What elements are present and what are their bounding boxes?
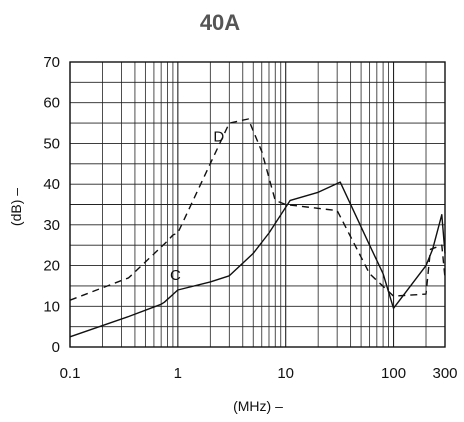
- y-tick-label: 70: [43, 54, 60, 71]
- series-line-D: [69, 118, 446, 301]
- series-label-C: C: [170, 267, 181, 284]
- chart-title: 40A: [200, 10, 240, 35]
- series-labels: CD: [170, 128, 224, 283]
- series-line-C: [69, 181, 446, 338]
- x-tick-label: 0.1: [60, 365, 81, 382]
- y-tick-label: 60: [43, 95, 60, 112]
- x-tick-label: 10: [277, 365, 294, 382]
- y-tick-label: 20: [43, 258, 60, 275]
- y-axis-label: (dB) –: [8, 188, 24, 226]
- x-tick-label: 300: [432, 365, 457, 382]
- y-tick-labels: 0 10 20 30 40 50 60 70: [43, 54, 60, 356]
- x-tick-label: 1: [174, 365, 182, 382]
- x-tick-label: 100: [381, 365, 406, 382]
- x-axis-label: (MHz) –: [233, 398, 283, 414]
- grid: [69, 61, 446, 348]
- y-tick-label: 50: [43, 135, 60, 152]
- y-tick-label: 0: [52, 339, 60, 356]
- series-label-D: D: [213, 128, 224, 145]
- x-tick-labels: 0.1 1 10 100 300: [60, 365, 458, 382]
- y-tick-label: 30: [43, 217, 60, 234]
- y-tick-label: 40: [43, 176, 60, 193]
- y-tick-label: 10: [43, 298, 60, 315]
- series-lines: [69, 118, 446, 338]
- plot-frame: [69, 61, 446, 348]
